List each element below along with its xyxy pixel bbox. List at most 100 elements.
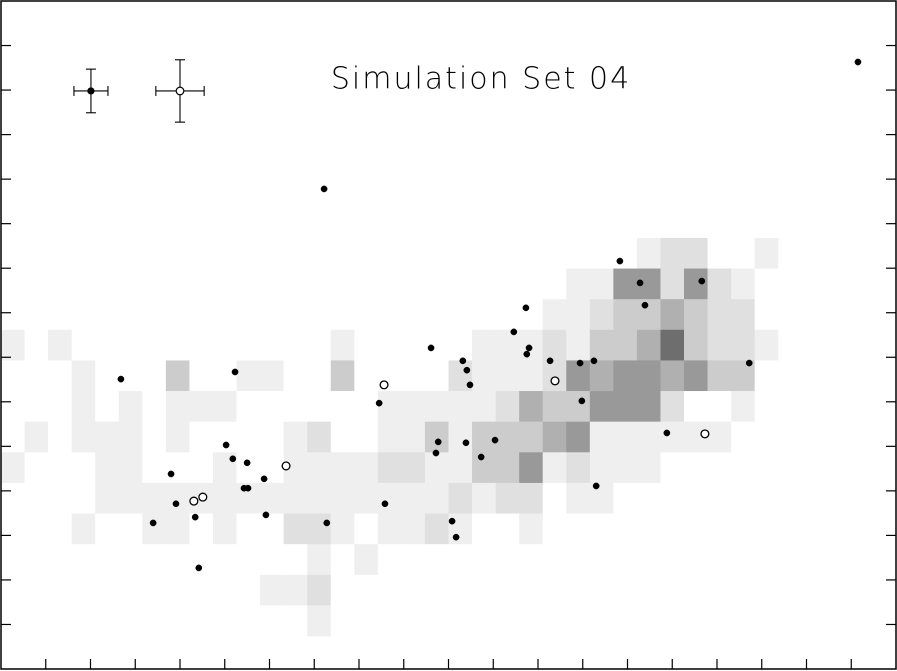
heat-cell: [354, 329, 379, 361]
heat-cell: [731, 237, 755, 269]
heat-cell: [801, 544, 826, 576]
filled-point: [578, 397, 586, 405]
heat-cell: [212, 482, 237, 514]
heat-cell: [472, 544, 496, 576]
heat-cell: [636, 329, 661, 361]
filled-point: [222, 441, 230, 449]
heat-cell: [307, 391, 332, 422]
heat-cell: [165, 329, 190, 361]
heat-cell: [189, 360, 214, 392]
heat-cell: [660, 482, 685, 514]
heat-cell: [236, 452, 261, 484]
heat-cell: [118, 421, 143, 453]
heat-cell: [542, 452, 567, 484]
heat-cell: [566, 513, 591, 545]
heat-cell: [1, 391, 25, 422]
heat-cell: [142, 360, 167, 392]
heat-cell: [354, 482, 379, 514]
heat-cell: [236, 605, 261, 637]
heat-cell: [283, 452, 308, 484]
filled-point: [167, 470, 175, 478]
heat-cell: [542, 544, 567, 576]
heat-cell: [495, 544, 520, 576]
heat-cell: [212, 299, 237, 331]
heat-cell: [330, 268, 355, 300]
heat-cell: [330, 391, 355, 422]
heat-cell: [377, 482, 402, 514]
heat-cell: [330, 482, 355, 514]
heat-cell: [236, 513, 261, 545]
heat-cell: [448, 268, 473, 300]
heat-cell: [165, 421, 190, 453]
heat-cell: [707, 574, 732, 606]
open-point: [281, 461, 291, 471]
heat-cell: [660, 299, 685, 331]
heat-cell: [142, 544, 167, 576]
heat-cell: [707, 452, 732, 484]
heat-cell: [872, 237, 897, 269]
heat-cell: [707, 268, 732, 300]
heat-cell: [118, 482, 143, 514]
heat-cell: [1, 421, 25, 453]
heat-cell: [613, 482, 638, 514]
filled-point: [381, 500, 389, 508]
heat-cell: [778, 482, 803, 514]
heat-cell: [283, 268, 308, 300]
heat-cell: [636, 452, 661, 484]
filled-point: [462, 439, 470, 447]
heat-cell: [731, 605, 755, 637]
heat-cell: [24, 482, 49, 514]
heat-cell: [707, 329, 732, 361]
heat-cell: [142, 605, 167, 637]
heat-cell: [1, 360, 25, 392]
heat-cell: [566, 360, 591, 392]
heat-cell: [636, 268, 661, 300]
heat-cell: [660, 574, 685, 606]
heat-cell: [636, 391, 661, 422]
filled-point: [854, 58, 862, 66]
heat-cell: [566, 544, 591, 576]
heat-cell: [1, 237, 25, 269]
heat-cell: [424, 482, 449, 514]
heat-cell: [495, 482, 520, 514]
heat-cell: [260, 299, 284, 331]
heat-cell: [684, 237, 708, 269]
heat-cell: [613, 605, 638, 637]
heat-cell: [472, 268, 496, 300]
heat-cell: [519, 605, 544, 637]
heat-cell: [236, 268, 261, 300]
heat-cell: [354, 452, 379, 484]
heat-cell: [872, 329, 897, 361]
heat-cell: [48, 452, 72, 484]
heat-cell: [636, 299, 661, 331]
heat-cell: [330, 237, 355, 269]
filled-point: [375, 399, 383, 407]
heat-cell: [354, 268, 379, 300]
heat-cell: [731, 513, 755, 545]
heat-cell: [801, 482, 826, 514]
heat-cell: [118, 237, 143, 269]
heat-cell: [189, 513, 214, 545]
heat-cell: [542, 360, 567, 392]
heat-cell: [519, 513, 544, 545]
heat-cell: [71, 482, 96, 514]
heat-cell: [118, 329, 143, 361]
heat-cell: [165, 391, 190, 422]
heat-cell: [731, 360, 755, 392]
heat-cell: [542, 391, 567, 422]
heat-cell: [71, 605, 96, 637]
heat-cell: [801, 237, 826, 269]
heat-cell: [236, 360, 261, 392]
filled-point: [546, 357, 554, 365]
heat-cell: [801, 329, 826, 361]
heat-cell: [684, 605, 708, 637]
heat-cell: [118, 268, 143, 300]
heat-cell: [472, 482, 496, 514]
heat-cell: [142, 268, 167, 300]
heatmap: [1, 237, 897, 637]
heat-cell: [684, 452, 708, 484]
heat-cell: [660, 329, 685, 361]
heat-cell: [778, 452, 803, 484]
heat-cell: [1, 299, 25, 331]
heat-cell: [1, 452, 25, 484]
